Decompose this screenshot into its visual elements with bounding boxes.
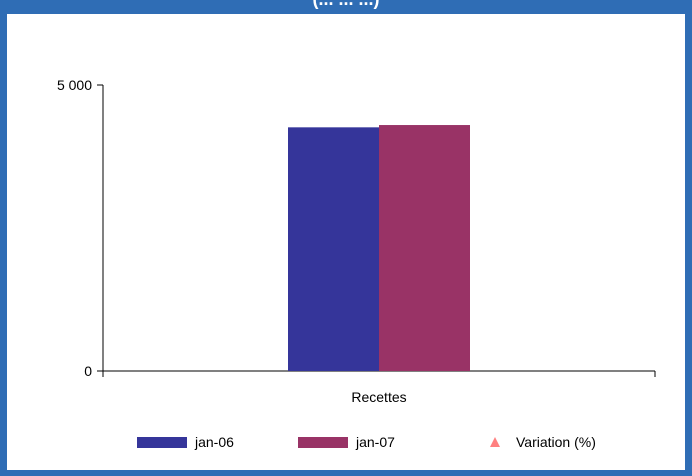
legend-item-variation: Variation (%) xyxy=(490,434,596,450)
chart-title: (... ... ...) xyxy=(0,0,692,10)
y-tick-label: 5 000 xyxy=(57,77,92,93)
legend-label-series-2: jan-07 xyxy=(356,434,395,450)
legend-swatch-series-2 xyxy=(298,436,348,448)
legend-swatch-series-1 xyxy=(137,436,187,448)
bar-jan-07 xyxy=(379,125,470,371)
chart-title-area: (... ... ...) xyxy=(0,0,692,14)
bar-jan-06 xyxy=(288,127,379,371)
x-tick-label: Recettes xyxy=(351,389,406,405)
triangle-marker-icon xyxy=(490,437,500,447)
legend-label-variation: Variation (%) xyxy=(516,434,596,450)
legend-item-series-1: jan-06 xyxy=(137,434,234,450)
legend-item-series-2: jan-07 xyxy=(298,434,395,450)
legend: jan-06 jan-07 Variation (%) xyxy=(0,434,692,454)
legend-label-series-1: jan-06 xyxy=(195,434,234,450)
y-tick-label: 0 xyxy=(84,363,92,379)
